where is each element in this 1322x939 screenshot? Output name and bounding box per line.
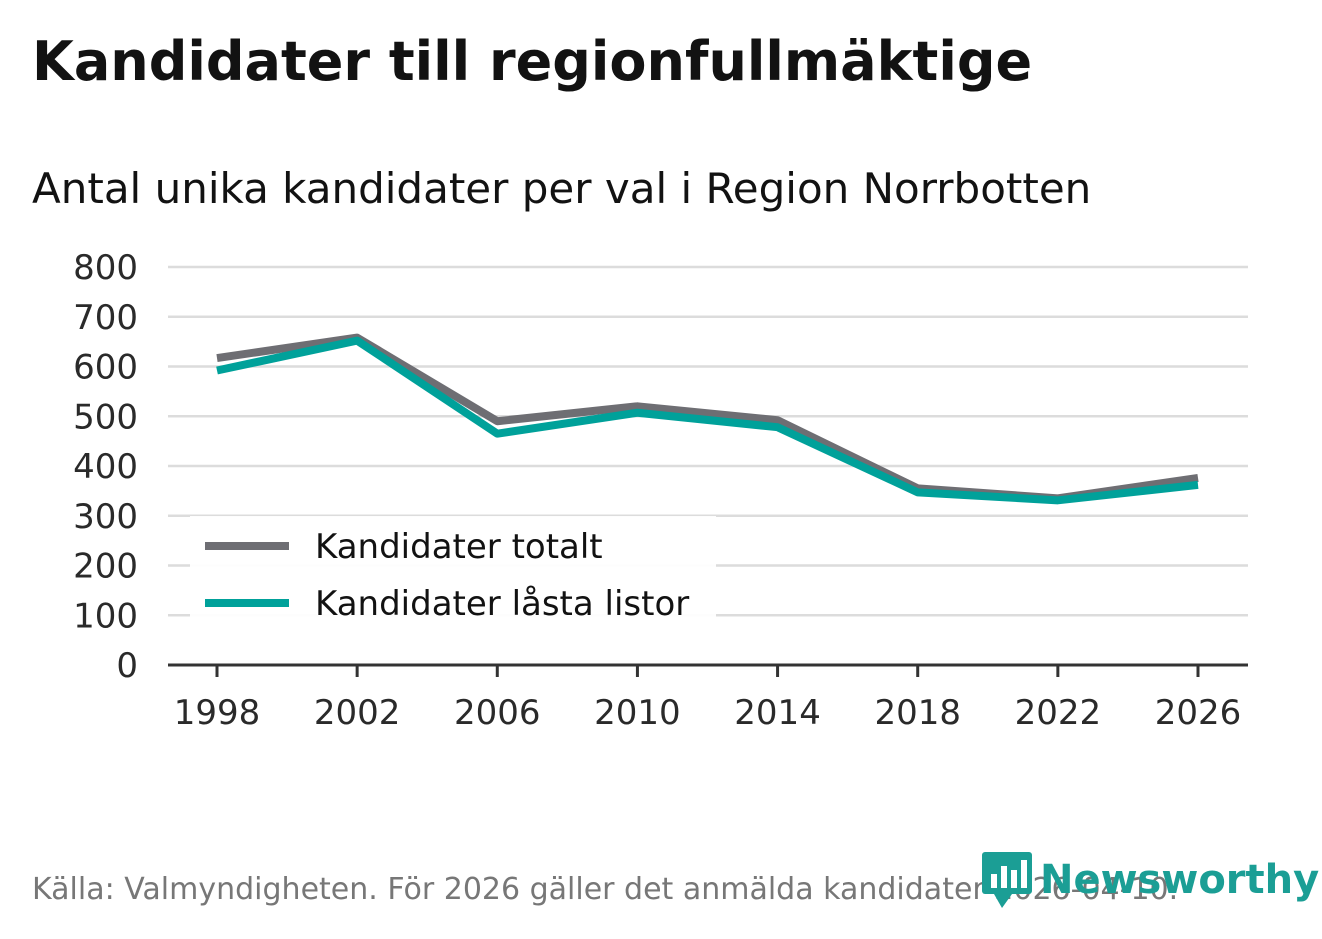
chart-title: Kandidater till regionfullmäktige — [32, 30, 1033, 93]
y-tick-label: 600 — [73, 348, 138, 388]
y-tick-label: 700 — [73, 298, 138, 338]
x-tick-label: 2026 — [1155, 693, 1242, 733]
data-point — [356, 340, 358, 342]
data-point — [496, 433, 498, 435]
newsworthy-logo-icon — [982, 852, 1032, 908]
y-tick-label: 300 — [73, 497, 138, 537]
x-tick-label: 2002 — [314, 693, 401, 733]
x-tick-label: 2006 — [454, 693, 541, 733]
chart-subtitle: Antal unika kandidater per val i Region … — [32, 164, 1092, 213]
x-tick-label: 2022 — [1015, 693, 1102, 733]
x-tick-label: 2010 — [594, 693, 681, 733]
series-line-2 — [216, 336, 1199, 505]
data-point — [636, 405, 638, 407]
data-point — [777, 419, 779, 421]
data-point — [917, 491, 919, 493]
logo-text: Newsworthy — [1040, 857, 1320, 903]
legend-label: Kandidater låsta listor — [315, 584, 689, 624]
x-tick-label: 2014 — [734, 693, 821, 733]
x-tick-label: 1998 — [174, 693, 261, 733]
x-tick-label: 2018 — [874, 693, 961, 733]
data-point — [216, 357, 218, 359]
y-tick-label: 0 — [116, 646, 138, 686]
data-point — [636, 412, 638, 414]
data-point — [1197, 477, 1199, 479]
series-lines — [216, 333, 1199, 505]
y-tick-label: 800 — [73, 248, 138, 288]
y-tick-label: 400 — [73, 447, 138, 487]
legend-background — [190, 516, 716, 634]
legend-label: Kandidater totalt — [315, 527, 603, 567]
data-point — [1197, 484, 1199, 486]
legend: Kandidater totalt Kandidater låsta listor — [190, 516, 716, 634]
newsworthy-logo: Newsworthy — [982, 850, 1319, 910]
data-point — [777, 426, 779, 428]
y-tick-label: 200 — [73, 547, 138, 587]
y-tick-label: 100 — [73, 596, 138, 636]
data-point — [496, 420, 498, 422]
data-point — [1057, 499, 1059, 501]
y-axis: 0 100 200 300 400 500 600 700 800 — [73, 248, 138, 686]
data-point — [216, 369, 218, 371]
x-axis: 1998 2002 2006 2010 2014 2018 2022 2026 — [168, 663, 1248, 733]
y-tick-label: 500 — [73, 397, 138, 437]
gridlines — [168, 265, 1248, 617]
